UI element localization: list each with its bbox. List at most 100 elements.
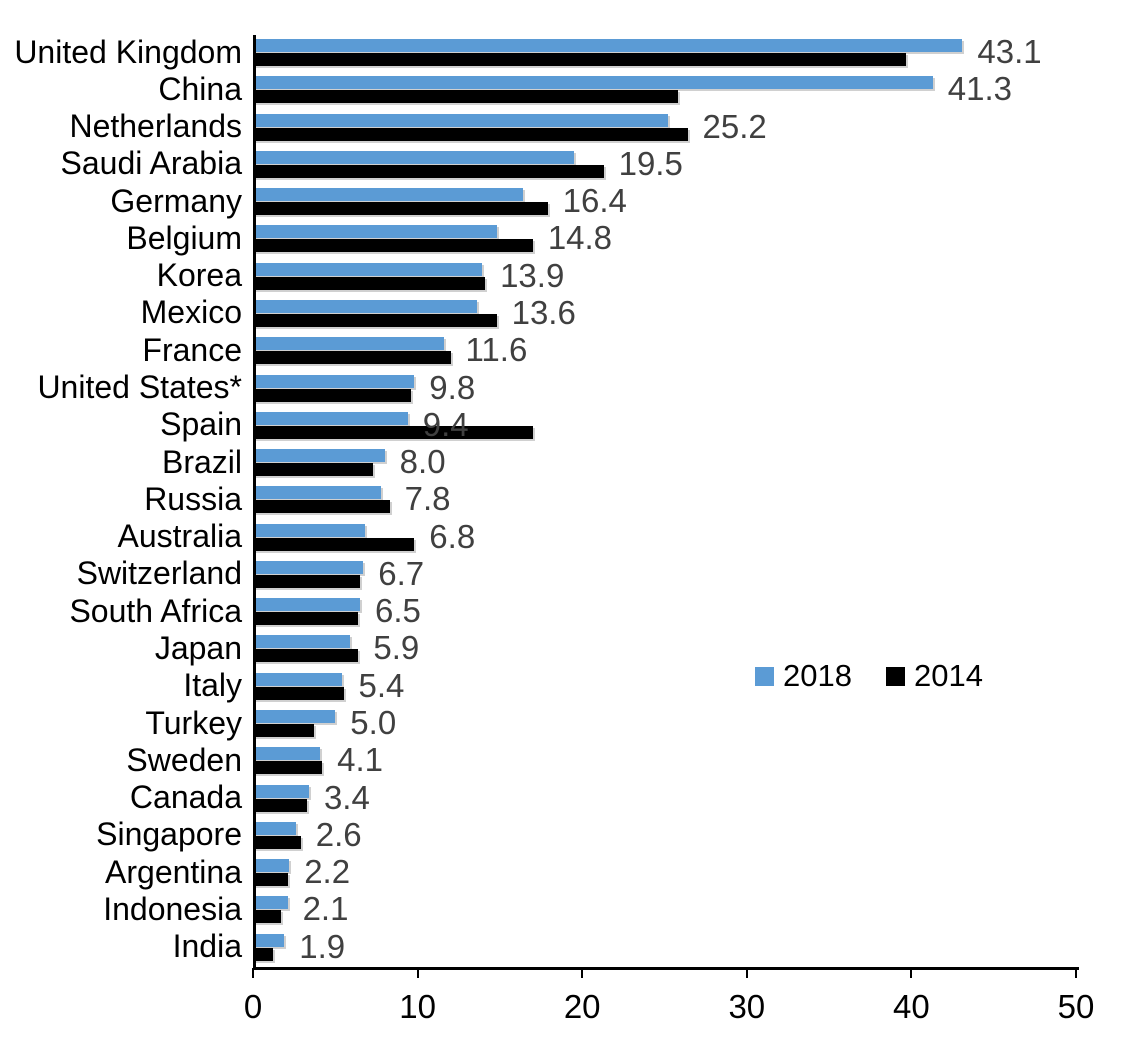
bar-2014-united-states <box>253 388 412 402</box>
bar-2014-sweden <box>253 761 323 775</box>
bar-2018-australia <box>253 523 365 537</box>
x-axis-line <box>253 967 1079 970</box>
category-label-netherlands: Netherlands <box>69 108 242 145</box>
bar-2018-france <box>253 337 444 351</box>
value-label-belgium: 14.8 <box>547 219 613 257</box>
category-label-korea: Korea <box>156 257 242 294</box>
value-label-united-states: 9.8 <box>429 368 476 406</box>
category-label-united-states: United States* <box>37 369 242 406</box>
value-label-south-africa: 6.5 <box>374 592 421 630</box>
category-label-switzerland: Switzerland <box>76 555 242 592</box>
value-label-mexico: 13.6 <box>511 293 576 331</box>
bar-2014-argentina <box>253 873 288 887</box>
bar-2018-canada <box>253 784 309 798</box>
category-label-turkey: Turkey <box>145 704 242 741</box>
x-tick-label-40: 40 <box>893 988 930 1025</box>
bar-2014-australia <box>253 537 415 551</box>
bar-2014-korea <box>253 276 486 290</box>
bar-2014-china <box>253 90 678 104</box>
category-label-indonesia: Indonesia <box>103 890 242 927</box>
bar-2014-italy <box>253 686 344 700</box>
category-label-united-kingdom: United Kingdom <box>14 33 242 70</box>
bar-2014-mexico <box>253 313 497 327</box>
value-label-australia: 6.8 <box>429 517 476 555</box>
category-label-canada: Canada <box>129 779 242 816</box>
category-label-mexico: Mexico <box>140 294 242 331</box>
value-label-germany: 16.4 <box>562 182 627 220</box>
bar-2014-belgium <box>253 239 533 253</box>
bar-2018-russia <box>253 486 382 500</box>
category-label-australia: Australia <box>117 518 243 555</box>
bar-2018-sweden <box>253 747 321 761</box>
value-label-canada: 3.4 <box>323 778 370 816</box>
bar-2018-italy <box>253 672 342 686</box>
value-label-russia: 7.8 <box>404 480 451 518</box>
category-label-saudi-arabia: Saudi Arabia <box>60 145 242 182</box>
legend-label-2018: 2018 <box>783 658 852 693</box>
value-label-sweden: 4.1 <box>337 741 383 779</box>
bar-2014-indonesia <box>253 910 281 924</box>
bar-2018-saudi-arabia <box>253 150 574 164</box>
bar-2018-germany <box>253 188 523 202</box>
value-label-turkey: 5.0 <box>350 704 397 742</box>
bar-2014-india <box>253 947 273 961</box>
x-tick-0 <box>252 968 254 978</box>
x-tick-10 <box>416 968 419 978</box>
x-tick-40 <box>910 968 913 978</box>
value-label-brazil: 8.0 <box>399 443 446 481</box>
value-label-china: 41.3 <box>947 70 1013 108</box>
x-tick-label-30: 30 <box>728 988 766 1025</box>
x-tick-50 <box>1075 968 1077 978</box>
bar-2018-china <box>253 76 933 90</box>
category-label-germany: Germany <box>110 182 242 219</box>
value-label-italy: 5.4 <box>358 666 405 704</box>
value-label-indonesia: 2.1 <box>302 890 349 928</box>
bar-2018-korea <box>253 262 482 276</box>
y-axis-line <box>253 35 256 970</box>
bar-2018-indonesia <box>253 896 288 910</box>
value-label-india: 1.9 <box>299 927 346 965</box>
bar-2018-south-africa <box>253 598 360 612</box>
bar-2014-france <box>253 351 451 365</box>
bar-2018-singapore <box>253 821 296 835</box>
bar-2014-spain <box>253 425 533 439</box>
bar-2018-argentina <box>253 859 290 873</box>
value-label-netherlands: 25.2 <box>702 107 767 145</box>
bar-2014-singapore <box>253 835 301 849</box>
category-label-japan: Japan <box>154 629 242 666</box>
category-label-russia: Russia <box>144 480 242 517</box>
bar-2014-russia <box>253 500 390 514</box>
category-label-south-africa: South Africa <box>69 592 242 629</box>
category-label-sweden: Sweden <box>126 741 242 778</box>
bar-2018-brazil <box>253 449 385 463</box>
value-label-united-kingdom: 43.1 <box>977 33 1042 70</box>
x-tick-label-50: 50 <box>1057 988 1095 1025</box>
bar-2018-united-kingdom <box>253 39 963 52</box>
legend-item-2018: 2018 <box>755 658 852 694</box>
category-label-brazil: Brazil <box>161 443 242 480</box>
legend-item-2014: 2014 <box>885 658 983 694</box>
bar-2014-japan <box>253 649 359 663</box>
legend-swatch-2018 <box>755 666 774 686</box>
bar-2014-saudi-arabia <box>253 164 604 178</box>
value-label-singapore: 2.6 <box>315 815 362 853</box>
bar-2018-japan <box>253 635 351 649</box>
bar-2018-turkey <box>253 710 336 724</box>
value-label-korea: 13.9 <box>500 256 565 294</box>
bar-2018-india <box>253 933 285 947</box>
bar-2018-switzerland <box>253 560 364 574</box>
bar-2014-united-kingdom <box>253 53 907 66</box>
category-label-singapore: Singapore <box>96 816 242 853</box>
category-label-france: France <box>142 331 242 368</box>
bar-2014-germany <box>253 202 548 216</box>
x-tick-30 <box>745 968 748 978</box>
bar-2018-spain <box>253 411 408 425</box>
category-label-argentina: Argentina <box>105 853 242 890</box>
bar-2014-brazil <box>253 463 374 477</box>
category-label-italy: Italy <box>183 667 242 704</box>
x-tick-label-10: 10 <box>399 988 436 1025</box>
legend-swatch-2014 <box>885 666 905 686</box>
category-label-india: India <box>172 928 242 965</box>
value-label-spain: 9.4 <box>422 405 469 443</box>
